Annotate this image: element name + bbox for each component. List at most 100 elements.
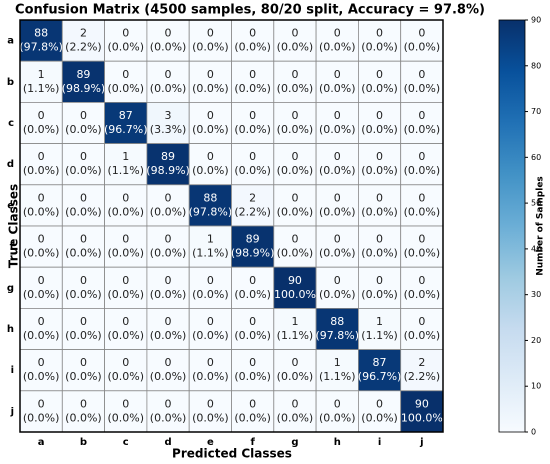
cell-count: 0 <box>418 315 425 328</box>
cell-count: 0 <box>249 356 256 369</box>
cell-percent: (2.2%) <box>234 205 271 218</box>
cell-count: 0 <box>165 397 172 410</box>
cell-percent: (0.0%) <box>319 411 356 424</box>
cell-count: 3 <box>165 109 172 122</box>
cell <box>19 19 63 62</box>
cell <box>231 390 275 433</box>
cell-percent: (0.0%) <box>150 329 187 342</box>
cell-count: 0 <box>122 356 129 369</box>
cell-count: 87 <box>373 356 387 369</box>
colorbar-tick-label: 80 <box>531 61 541 70</box>
cell-count: 89 <box>76 68 90 81</box>
colorbar-tick-label: 0 <box>531 428 536 437</box>
cell-percent: (0.0%) <box>361 41 398 54</box>
cell <box>273 184 317 227</box>
colorbar-tick-label: 90 <box>531 16 541 25</box>
cell-percent: (0.0%) <box>65 370 102 383</box>
cell <box>357 349 402 392</box>
cell-percent: (0.0%) <box>319 41 356 54</box>
cell-percent: (97.8%) <box>315 329 359 342</box>
cell-count: 1 <box>376 315 383 328</box>
x-tick-label: e <box>207 437 214 448</box>
cell-count: 0 <box>376 27 383 40</box>
cell-count: 1 <box>334 356 341 369</box>
cell-count: 0 <box>38 356 45 369</box>
cell <box>273 102 317 145</box>
cell-count: 0 <box>334 150 341 163</box>
cell-percent: (0.0%) <box>404 123 441 136</box>
cell-percent: (0.0%) <box>192 82 229 95</box>
cell-count: 2 <box>80 27 87 40</box>
cell-count: 0 <box>291 68 298 81</box>
cell-percent: (0.0%) <box>107 411 144 424</box>
cell <box>104 102 148 145</box>
cell-percent: (0.0%) <box>65 288 102 301</box>
cell-percent: (0.0%) <box>23 247 60 260</box>
cell-percent: (1.1%) <box>361 329 398 342</box>
cell-count: 0 <box>122 397 129 410</box>
cell-percent: (0.0%) <box>192 370 229 383</box>
cell-count: 87 <box>119 109 133 122</box>
cell-percent: (0.0%) <box>319 247 356 260</box>
cell <box>315 349 359 392</box>
cell <box>273 266 317 309</box>
cell <box>315 307 359 350</box>
colorbar-tick-label: 30 <box>531 290 541 299</box>
cell <box>357 266 402 309</box>
cell-count: 0 <box>165 233 172 246</box>
cell <box>357 390 402 433</box>
cell-count: 0 <box>249 397 256 410</box>
cell <box>61 60 105 103</box>
cell-count: 0 <box>418 27 425 40</box>
cell-count: 0 <box>80 274 87 287</box>
colorbar <box>498 19 526 433</box>
cell-count: 0 <box>38 109 45 122</box>
cell-percent: (0.0%) <box>277 164 314 177</box>
cell-count: 0 <box>165 274 172 287</box>
colorbar-tick-label: 20 <box>531 336 541 345</box>
cell-count: 0 <box>334 397 341 410</box>
cell-percent: (97.8%) <box>189 205 233 218</box>
cell-percent: (0.0%) <box>23 164 60 177</box>
cell-count: 0 <box>334 191 341 204</box>
cell <box>146 307 190 350</box>
cell-count: 0 <box>291 397 298 410</box>
cell-count: 2 <box>249 191 256 204</box>
cell-count: 88 <box>203 191 217 204</box>
cell <box>188 102 232 145</box>
cell <box>188 307 232 350</box>
cell-percent: (1.1%) <box>319 370 356 383</box>
cell-percent: (0.0%) <box>404 205 441 218</box>
cell-percent: (96.7%) <box>358 370 402 383</box>
cell-percent: (0.0%) <box>404 82 441 95</box>
cell-percent: (2.2%) <box>404 370 441 383</box>
cell <box>61 307 105 350</box>
cell-percent: (0.0%) <box>234 41 271 54</box>
cell-count: 0 <box>376 274 383 287</box>
cell-percent: (0.0%) <box>404 164 441 177</box>
cell-count: 2 <box>418 356 425 369</box>
cell-count: 0 <box>418 150 425 163</box>
cell-percent: (0.0%) <box>150 205 187 218</box>
cell-percent: (0.0%) <box>361 205 398 218</box>
cell-percent: (0.0%) <box>319 82 356 95</box>
cell-percent: (0.0%) <box>23 123 60 136</box>
cell-percent: (0.0%) <box>65 164 102 177</box>
y-axis-label: True Classes <box>7 184 21 268</box>
cell <box>357 184 402 227</box>
cell-count: 0 <box>122 191 129 204</box>
cell-percent: (0.0%) <box>192 41 229 54</box>
cell-percent: (0.0%) <box>319 288 356 301</box>
cell <box>357 307 402 350</box>
cell-percent: (0.0%) <box>23 329 60 342</box>
y-tick-label: b <box>7 77 14 88</box>
cell-percent: (1.1%) <box>23 82 60 95</box>
cell <box>19 102 63 145</box>
cell-count: 88 <box>34 27 48 40</box>
y-tick-label: g <box>7 283 14 294</box>
cell-count: 0 <box>38 233 45 246</box>
cell-percent: (98.9%) <box>146 164 190 177</box>
cell-count: 0 <box>249 109 256 122</box>
cell-percent: (0.0%) <box>404 41 441 54</box>
cell-percent: (0.0%) <box>277 411 314 424</box>
